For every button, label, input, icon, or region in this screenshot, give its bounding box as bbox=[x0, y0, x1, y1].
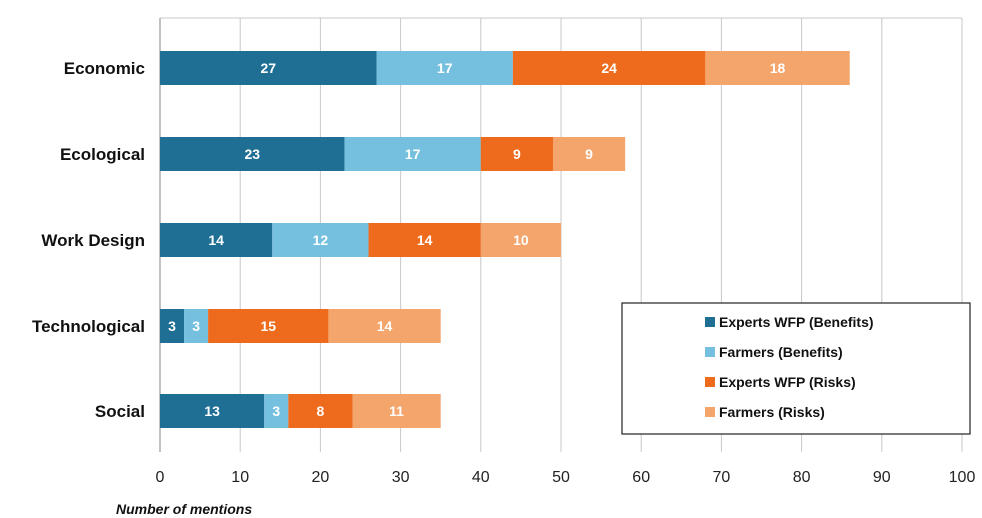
bar-value-label: 3 bbox=[168, 318, 176, 334]
x-tick-label: 20 bbox=[312, 469, 330, 486]
bar-value-label: 18 bbox=[770, 60, 786, 76]
bar-segment bbox=[480, 137, 553, 171]
bar-segment bbox=[184, 309, 209, 343]
bar-value-label: 9 bbox=[513, 146, 521, 162]
x-tick-label: 60 bbox=[632, 469, 650, 486]
bar-value-label: 14 bbox=[417, 232, 433, 248]
category-labels: Economic Ecological Work Design Technologic… bbox=[32, 59, 145, 421]
bar-segment bbox=[160, 394, 265, 428]
legend-entry-label: Farmers (Risks) bbox=[719, 404, 825, 420]
x-tick-label: 70 bbox=[713, 469, 731, 486]
x-axis-title: Number of mentions bbox=[116, 501, 252, 517]
category-label: Technological bbox=[32, 317, 145, 336]
bar-value-label: 23 bbox=[244, 146, 260, 162]
x-tick-label: 50 bbox=[552, 469, 570, 486]
bar-segment bbox=[480, 223, 561, 257]
bar-value-label: 12 bbox=[313, 232, 329, 248]
legend-swatch bbox=[705, 377, 715, 387]
bar-value-label: 17 bbox=[437, 60, 453, 76]
bar-value-label: 8 bbox=[317, 403, 325, 419]
legend-swatch bbox=[705, 347, 715, 357]
bar-segment bbox=[705, 51, 850, 85]
x-tick-labels: 0 10 20 30 40 50 60 70 80 90 100 bbox=[156, 469, 976, 486]
category-label: Work Design bbox=[41, 231, 145, 250]
bar-segment bbox=[352, 394, 441, 428]
category-label: Ecological bbox=[60, 145, 145, 164]
bar-value-label: 14 bbox=[377, 318, 393, 334]
bar-value-label: 24 bbox=[601, 60, 617, 76]
bar-segment bbox=[288, 394, 353, 428]
bar-segment bbox=[160, 223, 273, 257]
bar-value-label: 10 bbox=[513, 232, 529, 248]
bar-value-label: 15 bbox=[260, 318, 276, 334]
bar-segment bbox=[344, 137, 481, 171]
bar-value-label: 17 bbox=[405, 146, 421, 162]
bar-value-label: 14 bbox=[208, 232, 224, 248]
x-tick-label: 0 bbox=[156, 469, 165, 486]
category-label: Social bbox=[95, 402, 145, 421]
bar-segment bbox=[160, 137, 345, 171]
bar-segment bbox=[208, 309, 329, 343]
bar-segment bbox=[376, 51, 513, 85]
bar-value-label: 27 bbox=[260, 60, 276, 76]
bar-segment bbox=[512, 51, 706, 85]
x-tick-label: 10 bbox=[231, 469, 249, 486]
legend-entry-label: Farmers (Benefits) bbox=[719, 344, 843, 360]
bar-segment bbox=[272, 223, 369, 257]
bar-value-label: 3 bbox=[272, 403, 280, 419]
bar-segment bbox=[160, 309, 185, 343]
legend-box bbox=[621, 302, 971, 435]
bar-value-label: 13 bbox=[204, 403, 220, 419]
x-tick-label: 80 bbox=[793, 469, 811, 486]
x-tick-label: 40 bbox=[472, 469, 490, 486]
x-tick-label: 100 bbox=[949, 469, 976, 486]
bar-segment bbox=[160, 51, 377, 85]
x-tick-label: 30 bbox=[392, 469, 410, 486]
bar-value-label: 9 bbox=[585, 146, 593, 162]
legend-swatch bbox=[705, 317, 715, 327]
legend-entry-label: Experts WFP (Risks) bbox=[719, 374, 856, 390]
category-label: Economic bbox=[64, 59, 145, 78]
legend: Experts WFP (Benefits) Farmers (Benefits)… bbox=[621, 302, 971, 435]
bar-segment bbox=[368, 223, 481, 257]
legend-swatch bbox=[705, 407, 715, 417]
x-tick-label: 90 bbox=[873, 469, 891, 486]
bar-segment bbox=[328, 309, 441, 343]
bar-segment bbox=[264, 394, 289, 428]
legend-entry-label: Experts WFP (Benefits) bbox=[719, 314, 874, 330]
bar-value-label: 11 bbox=[389, 403, 404, 419]
bar-segment bbox=[552, 137, 626, 171]
bar-value-label: 3 bbox=[192, 318, 200, 334]
